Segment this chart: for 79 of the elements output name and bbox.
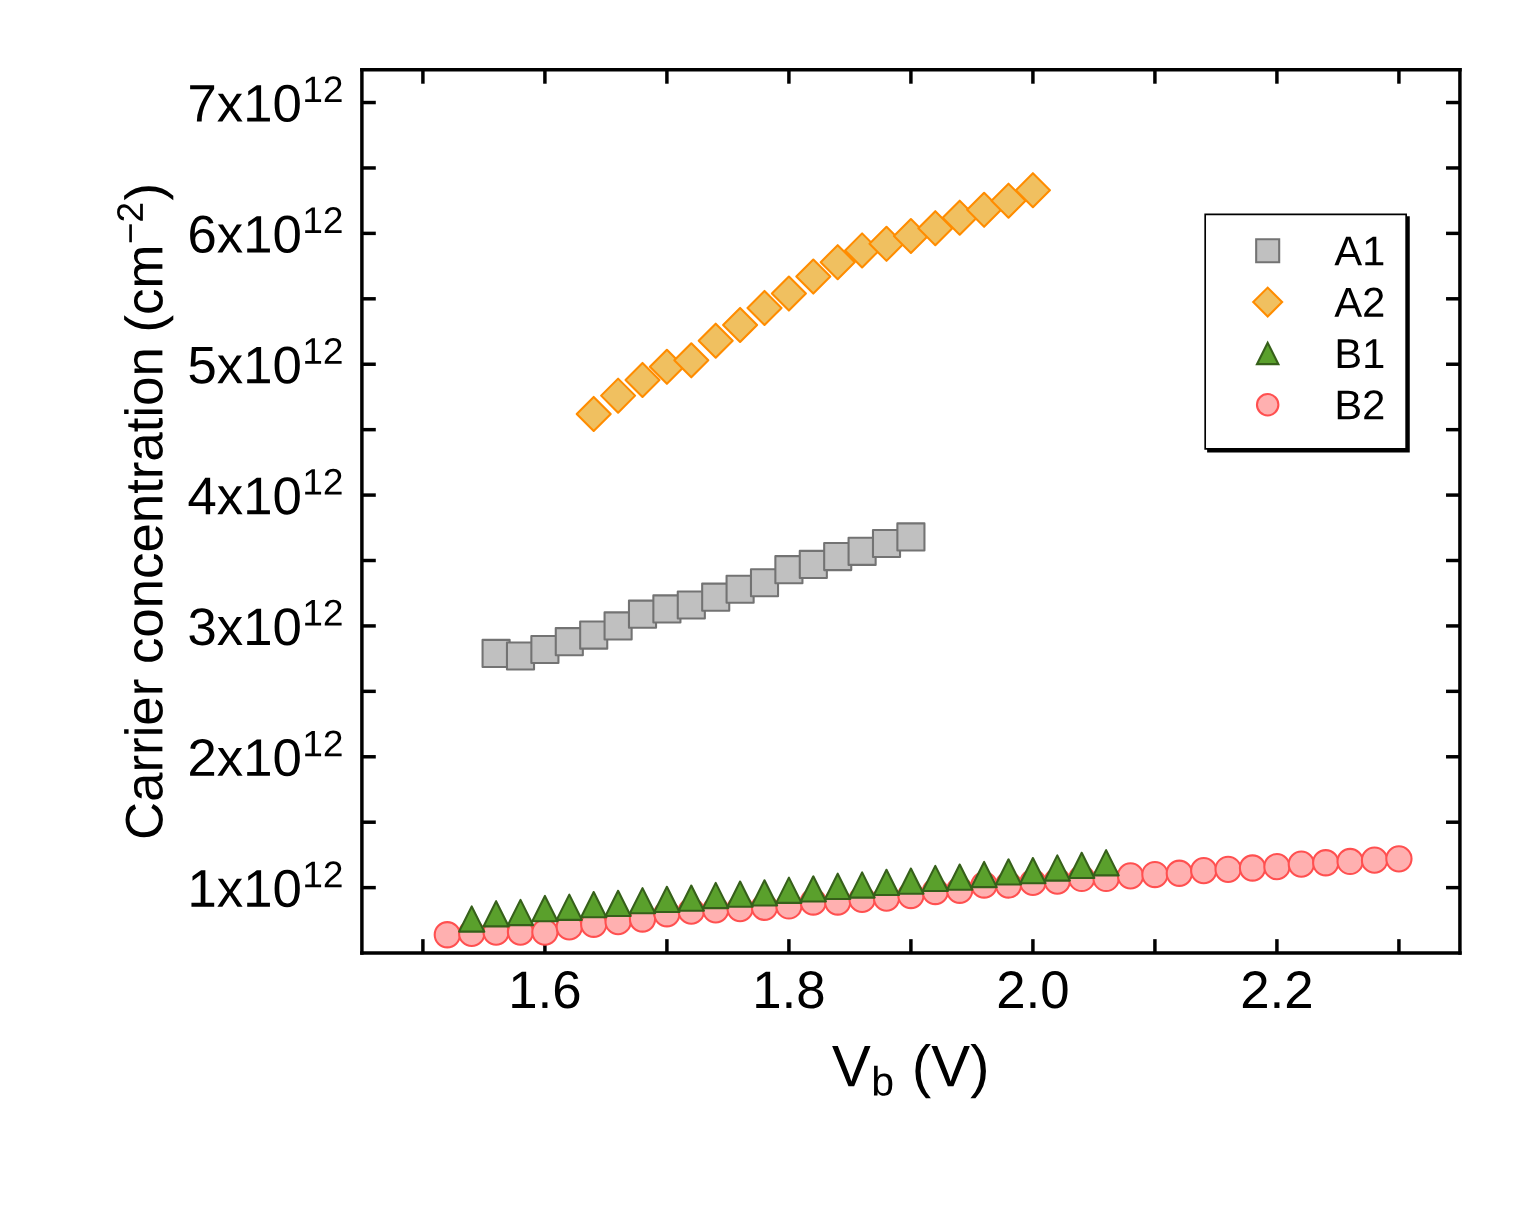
point bbox=[604, 889, 632, 917]
x-tick-label: 2.0 bbox=[998, 971, 1068, 1009]
point bbox=[775, 876, 803, 904]
point bbox=[1385, 845, 1413, 873]
point bbox=[1336, 847, 1364, 876]
point bbox=[750, 879, 779, 907]
y-tick-label: 3x10$^{12}$ bbox=[189, 599, 342, 646]
point bbox=[946, 863, 974, 891]
point bbox=[575, 395, 612, 433]
point bbox=[697, 322, 734, 359]
x-tick-label: 1.8 bbox=[756, 971, 824, 1009]
point bbox=[1019, 856, 1047, 885]
point bbox=[579, 620, 609, 650]
point bbox=[624, 361, 661, 398]
y-tick-label: 6x10$^{12}$ bbox=[190, 207, 342, 253]
point bbox=[1263, 853, 1291, 881]
point bbox=[628, 887, 657, 915]
point bbox=[653, 885, 681, 914]
point bbox=[1116, 862, 1145, 890]
point bbox=[555, 893, 583, 921]
point bbox=[506, 898, 535, 927]
point bbox=[897, 867, 925, 895]
point bbox=[966, 191, 1003, 228]
point bbox=[603, 611, 633, 641]
point bbox=[1141, 860, 1169, 889]
point bbox=[722, 306, 759, 344]
legend-label: B2 bbox=[1337, 390, 1384, 420]
point bbox=[433, 921, 461, 949]
y-tick-label: 4x10$^{12}$ bbox=[188, 468, 342, 515]
point bbox=[648, 348, 685, 385]
point bbox=[749, 568, 780, 598]
point bbox=[726, 880, 754, 908]
point bbox=[824, 872, 852, 900]
point bbox=[1043, 854, 1071, 882]
y-tick-label: 7x10$^{12}$ bbox=[190, 76, 342, 123]
point bbox=[482, 900, 510, 928]
point bbox=[990, 182, 1027, 219]
legend-label: A2 bbox=[1334, 287, 1384, 317]
point bbox=[531, 894, 559, 923]
point bbox=[872, 868, 901, 897]
point bbox=[892, 217, 929, 255]
point bbox=[1165, 859, 1193, 887]
x-tick-label: 1.6 bbox=[512, 971, 580, 1009]
point bbox=[799, 875, 827, 903]
point bbox=[970, 860, 998, 889]
point bbox=[917, 210, 954, 247]
point bbox=[896, 522, 926, 552]
point bbox=[600, 377, 637, 414]
y-tick-label: 2x10$^{12}$ bbox=[190, 730, 342, 777]
point bbox=[746, 289, 783, 327]
point bbox=[921, 864, 949, 893]
point bbox=[770, 275, 807, 312]
y-tick-label: 1x10$^{12}$ bbox=[191, 861, 342, 908]
point bbox=[1287, 850, 1315, 878]
x-tick-label: 2.2 bbox=[1242, 971, 1311, 1008]
point bbox=[1014, 172, 1051, 209]
legend-label: A1 bbox=[1334, 236, 1384, 266]
point bbox=[458, 905, 486, 933]
x-axis-title: V$_{b}$ (V) bbox=[832, 1043, 986, 1099]
y-axis-title: Carrier concentration (cm$^{−2}$) bbox=[117, 186, 174, 838]
point bbox=[1092, 849, 1120, 877]
point bbox=[1238, 854, 1267, 882]
point bbox=[1360, 846, 1389, 874]
point bbox=[1312, 849, 1340, 877]
point bbox=[848, 871, 876, 899]
point bbox=[819, 244, 856, 281]
point bbox=[677, 884, 705, 912]
point bbox=[580, 890, 608, 919]
point bbox=[702, 881, 730, 910]
point bbox=[994, 858, 1023, 886]
legend-label: B1 bbox=[1337, 339, 1384, 369]
point bbox=[1214, 855, 1242, 883]
point bbox=[941, 199, 978, 236]
y-tick-label: 5x10$^{12}$ bbox=[189, 337, 342, 384]
point bbox=[1068, 851, 1096, 880]
point bbox=[673, 342, 710, 379]
point bbox=[1190, 856, 1218, 885]
point bbox=[795, 258, 832, 295]
point bbox=[868, 225, 905, 262]
